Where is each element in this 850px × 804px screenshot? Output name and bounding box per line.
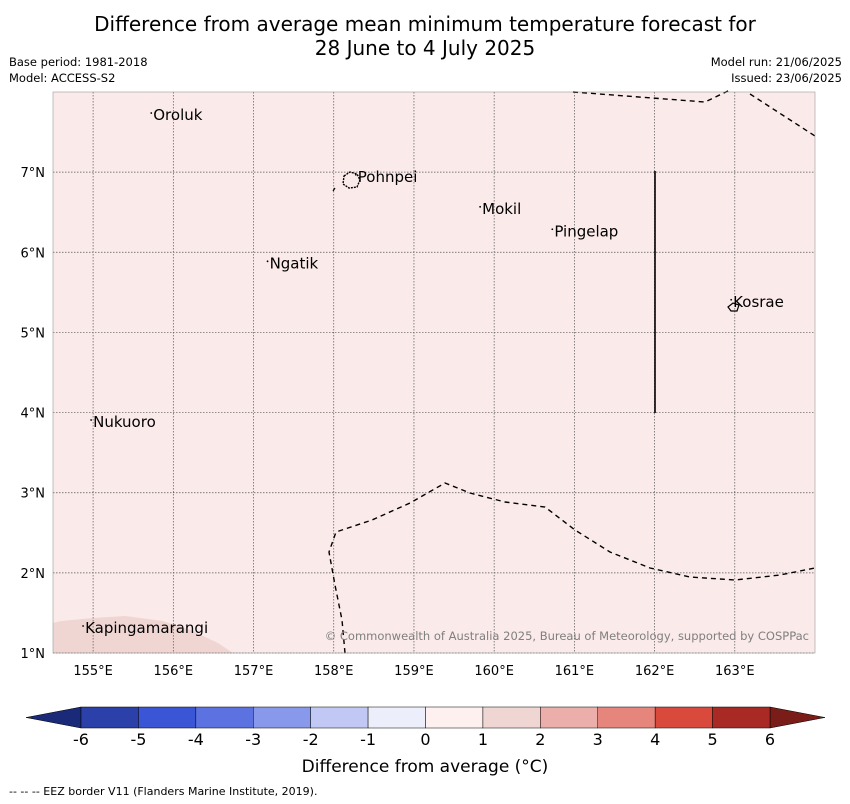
colorbar-tick-label: 2: [535, 730, 545, 749]
pohnpei-island: [342, 171, 361, 189]
lon-tick-label: 155°E: [73, 664, 113, 679]
colorbar-tick-label: 4: [650, 730, 660, 749]
lat-tick-label: 3°N: [21, 487, 46, 502]
colorbar-tick-label: 3: [593, 730, 603, 749]
colorbar-segment: [80, 706, 139, 729]
lon-tick-label: 160°E: [474, 664, 514, 679]
lat-tick-label: 2°N: [21, 567, 46, 582]
lon-tick-label: 161°E: [555, 664, 595, 679]
place-label: Nukuoro: [93, 413, 156, 431]
model-run-text: Model run: 21/06/2025: [710, 55, 842, 69]
model-text: Model: ACCESS-S2: [9, 71, 116, 85]
lat-tick-label: 5°N: [21, 326, 46, 341]
place-marker: [479, 205, 482, 208]
place-label: Oroluk: [153, 106, 202, 124]
colorbar-segment: [253, 706, 311, 729]
place-marker: [150, 112, 153, 114]
anomaly-patch: [53, 616, 233, 653]
colorbar-segment: [138, 706, 197, 729]
map-title-line2: 28 June to 4 July 2025: [314, 36, 536, 60]
colorbar-segment: [195, 706, 254, 729]
colorbar-tick-label: -5: [130, 730, 146, 749]
map-frame: [52, 91, 816, 654]
colorbar-tick-label: -1: [360, 730, 376, 749]
colorbar-tick-label: 5: [707, 730, 717, 749]
colorbar-segment: [482, 706, 541, 729]
lon-tick-label: 162°E: [635, 664, 675, 679]
colorbar-tick-label: 0: [420, 730, 430, 749]
colorbar-segment: [367, 706, 426, 729]
place-marker: [354, 173, 357, 176]
base-period-text: Base period: 1981-2018: [9, 55, 148, 69]
kosrae-island: [727, 302, 740, 312]
place-label: Kapingamarangi: [85, 619, 208, 637]
eez-footnote: -- -- -- EEZ border V11 (Flanders Marine…: [9, 785, 318, 798]
place-marker: [551, 228, 554, 231]
lat-tick-label: 6°N: [21, 246, 46, 261]
lon-tick-label: 156°E: [154, 664, 194, 679]
colorbar-segment: [654, 706, 713, 729]
map-title: Difference from average mean minimum tem…: [0, 12, 850, 60]
lon-tick-label: 159°E: [394, 664, 434, 679]
colorbar-extend-low: [25, 706, 82, 729]
colorbar-tick-label: 1: [478, 730, 488, 749]
colorbar-segment: [540, 706, 598, 729]
place-marker: [730, 298, 733, 301]
lon-tick-label: 163°E: [715, 664, 755, 679]
place-marker: [82, 625, 84, 627]
colorbar-tick-label: -2: [303, 730, 319, 749]
place-marker: [266, 260, 269, 263]
place-label: Kosrae: [733, 293, 784, 311]
place-marker: [90, 419, 93, 421]
islet-mark: [332, 187, 336, 192]
colorbar-segment: [425, 706, 484, 729]
eez-border-south: [328, 482, 816, 654]
map: 155°E 156°E 157°E 158°E 159°E 160°E 161°E 162°E…: [21, 89, 826, 749]
colorbar-segment: [712, 706, 771, 729]
eez-border-north: [572, 89, 816, 137]
colorbar-tick-label: -4: [188, 730, 204, 749]
lat-tick-label: 1°N: [21, 647, 46, 662]
map-background: [53, 92, 815, 653]
colorbar-label: Difference from average (°C): [301, 757, 549, 777]
copyright-text: © Commonwealth of Australia 2025, Bureau…: [325, 629, 809, 643]
colorbar-segment: [310, 706, 369, 729]
issued-text: Issued: 23/06/2025: [731, 71, 842, 85]
lat-tick-label: 4°N: [21, 407, 46, 422]
colorbar-tick-label: -6: [73, 730, 89, 749]
lat-tick-label: 7°N: [21, 166, 46, 181]
colorbar-extend-high: [769, 706, 826, 729]
place-label: Mokil: [482, 200, 521, 218]
colorbar-tick-label: 6: [765, 730, 775, 749]
place-label: Pingelap: [554, 222, 618, 240]
lon-tick-label: 157°E: [234, 664, 274, 679]
colorbar-tick-label: -3: [245, 730, 261, 749]
meta-left: Base period: 1981-2018 Model: ACCESS-S2: [9, 54, 148, 86]
colorbar-segment: [597, 706, 656, 729]
meta-right: Model run: 21/06/2025 Issued: 23/06/2025: [711, 54, 842, 86]
place-label: Pohnpei: [358, 168, 418, 186]
place-label: Ngatik: [270, 254, 319, 272]
map-title-line1: Difference from average mean minimum tem…: [94, 12, 756, 36]
lon-tick-label: 158°E: [314, 664, 354, 679]
